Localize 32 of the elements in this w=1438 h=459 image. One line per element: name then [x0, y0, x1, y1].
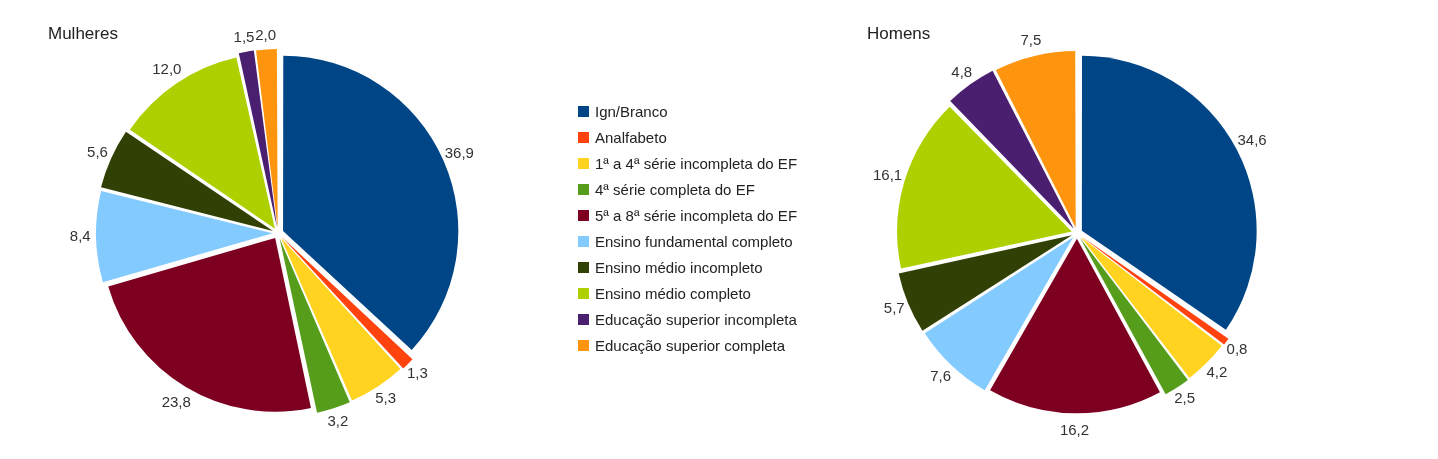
legend-label: 5ª a 8ª série incompleta do EF [595, 206, 798, 224]
legend-label: Ign/Branco [595, 102, 668, 120]
data-label: 5,7 [883, 299, 905, 317]
legend-label: Ensino médio completo [595, 284, 751, 302]
data-label: 4,2 [1206, 363, 1228, 381]
data-label: 7,5 [1020, 31, 1042, 49]
legend-label: 1ª a 4ª série incompleta do EF [595, 154, 798, 172]
legend-label: Ensino médio incompleto [595, 258, 763, 276]
data-label: 36,9 [444, 144, 474, 162]
data-label: 1,3 [407, 363, 428, 381]
data-label: 0,8 [1226, 339, 1248, 357]
data-label: 16,1 [873, 166, 903, 184]
data-label: 4,8 [951, 62, 973, 80]
data-label: 2,0 [255, 25, 277, 43]
data-label: 8,4 [69, 227, 91, 245]
legend-label: 4ª série completa do EF [595, 180, 755, 198]
data-label: 34,6 [1237, 131, 1267, 149]
legend-label: Educação superior completa [595, 336, 786, 354]
data-label: 5,6 [87, 142, 108, 160]
data-label: 3,2 [327, 411, 349, 429]
chart-title: Homens [867, 23, 931, 43]
data-label: 2,5 [1174, 389, 1196, 407]
legend-label: Educação superior incompleta [595, 310, 797, 328]
legend-label: Analfabeto [595, 128, 667, 146]
data-label: 1,5 [233, 28, 255, 46]
data-label: 23,8 [161, 392, 191, 410]
chart-title: Mulheres [48, 23, 118, 43]
data-label: 12,0 [152, 59, 182, 77]
legend-label: Ensino fundamental completo [595, 232, 793, 250]
data-label: 7,6 [930, 366, 952, 384]
data-label: 16,2 [1059, 421, 1090, 439]
data-label: 5,3 [375, 389, 396, 407]
